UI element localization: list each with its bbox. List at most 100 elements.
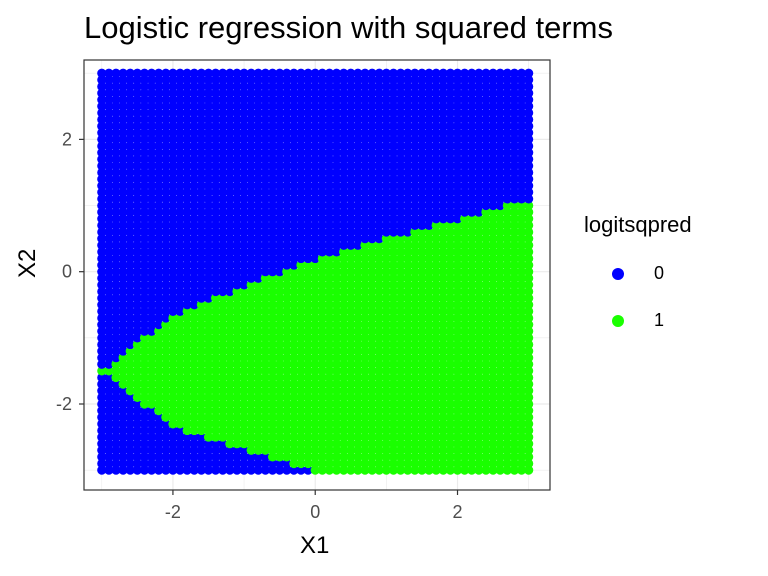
point-class-0 (139, 425, 150, 436)
point-class-0 (225, 227, 235, 237)
point-class-1 (331, 406, 342, 416)
point-class-0 (111, 154, 121, 164)
point-class-1 (211, 333, 221, 343)
point-class-0 (161, 194, 171, 204)
point-class-0 (182, 148, 192, 158)
point-class-1 (339, 366, 349, 376)
point-class-0 (146, 452, 157, 462)
point-class-1 (154, 333, 164, 343)
point-class-1 (275, 346, 285, 356)
point-class-0 (125, 207, 135, 217)
point-class-0 (353, 114, 363, 125)
point-class-0 (282, 134, 292, 144)
point-class-0 (125, 141, 135, 151)
point-class-0 (118, 346, 128, 356)
point-class-0 (331, 220, 342, 230)
point-class-0 (111, 167, 121, 178)
point-class-1 (360, 419, 370, 429)
point-class-0 (189, 247, 199, 257)
point-class-0 (161, 187, 171, 197)
point-class-1 (367, 353, 377, 363)
point-class-0 (232, 247, 242, 257)
point-class-1 (253, 406, 263, 416)
point-class-1 (253, 419, 263, 429)
point-class-1 (303, 300, 313, 310)
point-class-0 (317, 207, 327, 217)
point-class-0 (225, 114, 235, 125)
point-class-0 (317, 88, 327, 98)
point-class-0 (154, 167, 164, 178)
point-class-1 (296, 392, 306, 402)
point-class-1 (139, 379, 150, 389)
point-class-0 (339, 167, 349, 178)
point-class-0 (296, 227, 306, 237)
point-class-0 (360, 121, 370, 131)
point-class-0 (154, 128, 164, 138)
point-class-0 (360, 200, 370, 211)
point-class-1 (267, 333, 278, 343)
point-class-0 (303, 194, 313, 204)
point-class-0 (317, 227, 327, 237)
point-class-0 (225, 134, 235, 144)
point-class-1 (253, 280, 263, 290)
point-class-1 (346, 313, 356, 323)
point-class-0 (218, 273, 228, 283)
point-class-1 (289, 346, 299, 356)
point-class-0 (225, 121, 235, 131)
point-class-0 (239, 452, 249, 462)
point-class-1 (196, 306, 206, 316)
point-class-0 (168, 280, 178, 290)
point-class-0 (317, 148, 327, 158)
point-class-1 (289, 406, 299, 416)
point-class-1 (346, 293, 356, 303)
point-class-0 (339, 207, 349, 217)
point-class-1 (211, 313, 221, 323)
point-class-0 (232, 114, 242, 125)
point-class-0 (139, 419, 150, 429)
point-class-0 (125, 313, 135, 323)
point-class-0 (353, 174, 363, 184)
point-class-0 (125, 412, 135, 422)
point-class-0 (189, 200, 199, 211)
point-class-0 (232, 167, 242, 178)
point-class-1 (253, 372, 263, 383)
point-class-0 (118, 220, 128, 230)
point-class-0 (339, 154, 349, 164)
point-class-1 (282, 386, 292, 396)
point-class-1 (310, 379, 320, 389)
point-class-0 (275, 88, 285, 98)
point-class-1 (232, 339, 242, 350)
point-class-0 (146, 148, 157, 158)
point-class-1 (367, 412, 377, 422)
point-class-0 (175, 95, 185, 105)
point-class-1 (125, 366, 135, 376)
point-class-0 (118, 128, 128, 138)
point-class-0 (161, 167, 171, 178)
point-class-0 (118, 293, 128, 303)
point-class-0 (218, 465, 228, 475)
point-class-0 (225, 75, 235, 85)
point-class-0 (132, 306, 142, 316)
point-class-0 (168, 293, 178, 303)
point-class-0 (139, 326, 150, 336)
point-class-0 (139, 207, 150, 217)
point-class-0 (104, 194, 114, 204)
point-class-0 (104, 353, 114, 363)
point-class-0 (182, 181, 192, 191)
point-class-0 (331, 128, 342, 138)
point-class-0 (161, 141, 171, 151)
point-class-0 (353, 75, 363, 85)
point-class-0 (118, 280, 128, 290)
point-class-1 (253, 425, 263, 436)
point-class-0 (132, 399, 142, 409)
point-class-1 (253, 432, 263, 442)
point-class-1 (353, 253, 363, 264)
point-class-0 (218, 286, 228, 297)
point-class-0 (218, 114, 228, 125)
point-class-1 (324, 372, 335, 383)
point-class-1 (360, 320, 370, 330)
point-class-0 (168, 141, 178, 151)
point-class-0 (146, 114, 157, 125)
point-class-0 (246, 141, 256, 151)
point-class-0 (246, 101, 256, 111)
